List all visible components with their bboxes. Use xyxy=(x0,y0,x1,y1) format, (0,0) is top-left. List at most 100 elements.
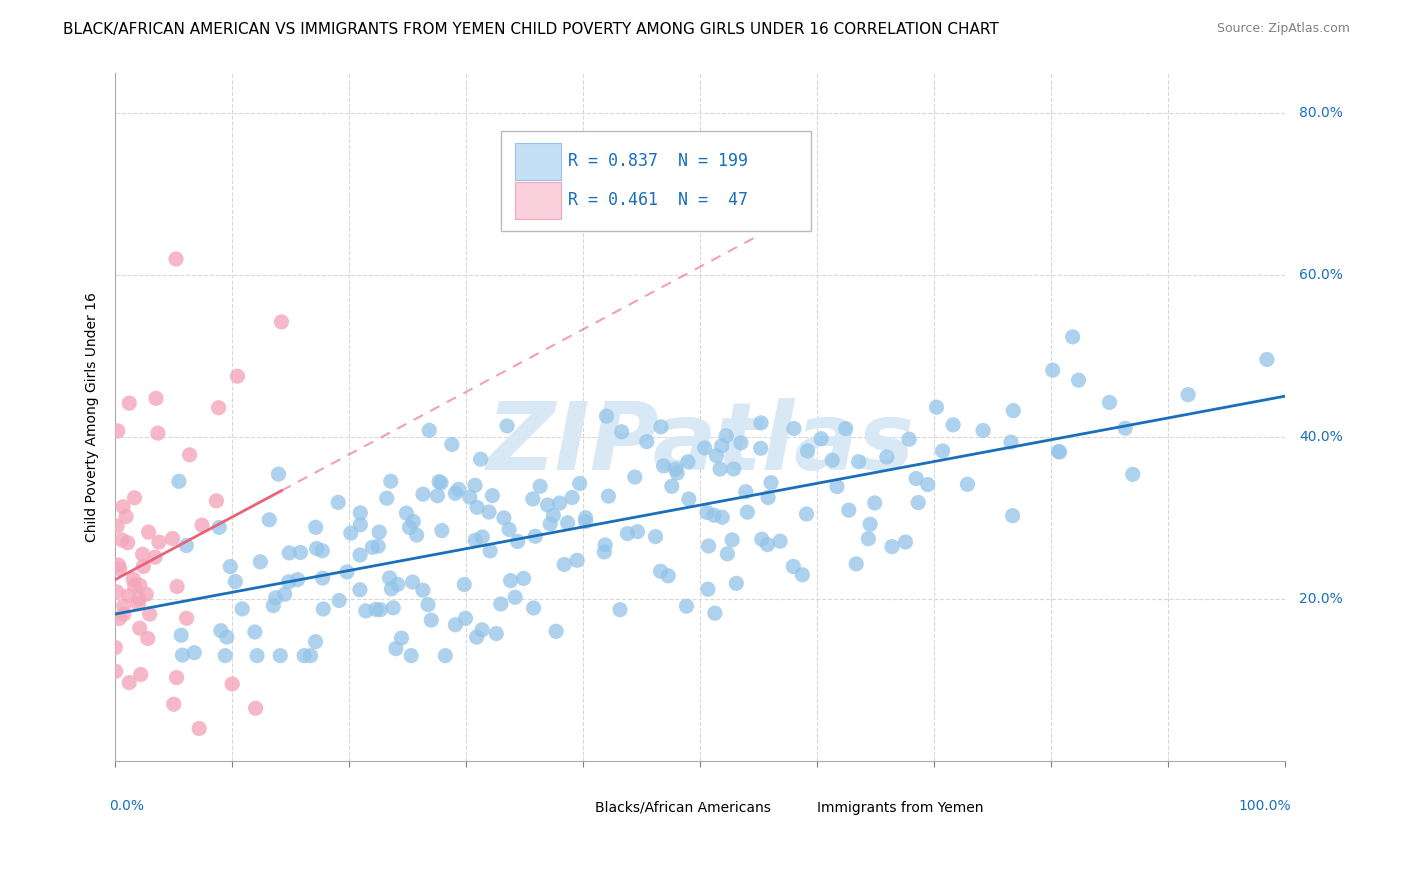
Point xyxy=(444,617,467,632)
Point xyxy=(880,540,903,554)
Point xyxy=(138,525,160,540)
Point xyxy=(124,491,146,505)
Point xyxy=(107,424,129,438)
Point xyxy=(697,582,720,597)
Text: Source: ZipAtlas.com: Source: ZipAtlas.com xyxy=(1216,22,1350,36)
Point xyxy=(208,520,231,534)
Point xyxy=(496,418,519,433)
Point xyxy=(894,535,917,549)
Point xyxy=(696,505,718,519)
Point xyxy=(567,553,589,567)
Point xyxy=(108,611,131,625)
Point xyxy=(305,541,328,556)
Point xyxy=(214,648,236,663)
FancyBboxPatch shape xyxy=(772,796,814,822)
Point xyxy=(136,632,159,646)
Point xyxy=(412,487,434,501)
Point xyxy=(129,667,152,681)
Point xyxy=(122,572,145,586)
Point xyxy=(759,475,782,490)
Point xyxy=(810,432,832,446)
Point xyxy=(395,506,418,520)
Text: 100.0%: 100.0% xyxy=(1239,798,1291,813)
Point xyxy=(128,621,150,635)
Point xyxy=(215,630,238,644)
Point xyxy=(825,479,848,493)
Point xyxy=(751,533,773,547)
Point xyxy=(471,530,494,544)
Point xyxy=(112,599,135,613)
Point xyxy=(183,646,205,660)
Point xyxy=(118,675,141,690)
Point xyxy=(127,597,149,611)
Point xyxy=(749,416,772,430)
Point xyxy=(191,518,214,533)
Point xyxy=(382,600,405,615)
Point xyxy=(575,515,598,529)
Point xyxy=(172,648,194,662)
Point xyxy=(292,648,315,663)
Point xyxy=(132,559,155,574)
Point xyxy=(349,517,371,532)
Point xyxy=(262,599,284,613)
Point xyxy=(128,591,150,606)
Point xyxy=(524,529,547,543)
Point xyxy=(367,539,389,553)
Point xyxy=(1122,467,1144,482)
Point xyxy=(756,538,779,552)
Point xyxy=(143,550,166,565)
Point xyxy=(249,555,271,569)
Point xyxy=(269,648,291,663)
Text: Blacks/African Americans: Blacks/African Americans xyxy=(595,801,770,814)
Point xyxy=(616,526,638,541)
Text: 60.0%: 60.0% xyxy=(1299,268,1343,282)
Point xyxy=(231,602,253,616)
Point xyxy=(792,567,814,582)
Point xyxy=(420,613,443,627)
Point xyxy=(349,506,371,520)
Point xyxy=(543,508,565,523)
Point xyxy=(561,491,583,505)
Point xyxy=(610,425,633,439)
Point xyxy=(956,477,979,491)
Point xyxy=(725,576,748,591)
Point xyxy=(188,722,211,736)
Point xyxy=(1042,363,1064,377)
Point xyxy=(721,533,744,547)
Point xyxy=(711,510,734,524)
Point xyxy=(464,478,486,492)
Point xyxy=(723,462,745,476)
Point xyxy=(859,517,882,532)
Point xyxy=(710,439,733,453)
Point xyxy=(399,648,422,663)
Point xyxy=(402,515,425,529)
Point xyxy=(105,519,128,533)
Point xyxy=(434,648,457,663)
Text: ZIPatlas: ZIPatlas xyxy=(486,399,914,491)
Point xyxy=(401,575,423,590)
FancyBboxPatch shape xyxy=(501,131,811,231)
Point xyxy=(311,543,333,558)
Point xyxy=(385,641,408,656)
Point xyxy=(917,477,939,491)
Point xyxy=(104,640,127,655)
Point xyxy=(546,624,568,639)
Point xyxy=(503,591,526,605)
Point xyxy=(657,569,679,583)
Point xyxy=(454,611,477,625)
Point xyxy=(418,423,440,437)
Point xyxy=(972,424,994,438)
Point xyxy=(1114,421,1136,435)
Point xyxy=(387,577,409,591)
Point xyxy=(652,458,675,473)
Point xyxy=(412,583,434,598)
Point xyxy=(905,471,928,485)
Point xyxy=(650,420,672,434)
Point xyxy=(378,571,401,585)
Point xyxy=(427,475,450,489)
Point xyxy=(246,648,269,663)
Point xyxy=(226,369,249,384)
Point xyxy=(166,580,188,594)
Point xyxy=(1047,444,1070,458)
Point xyxy=(368,525,391,540)
